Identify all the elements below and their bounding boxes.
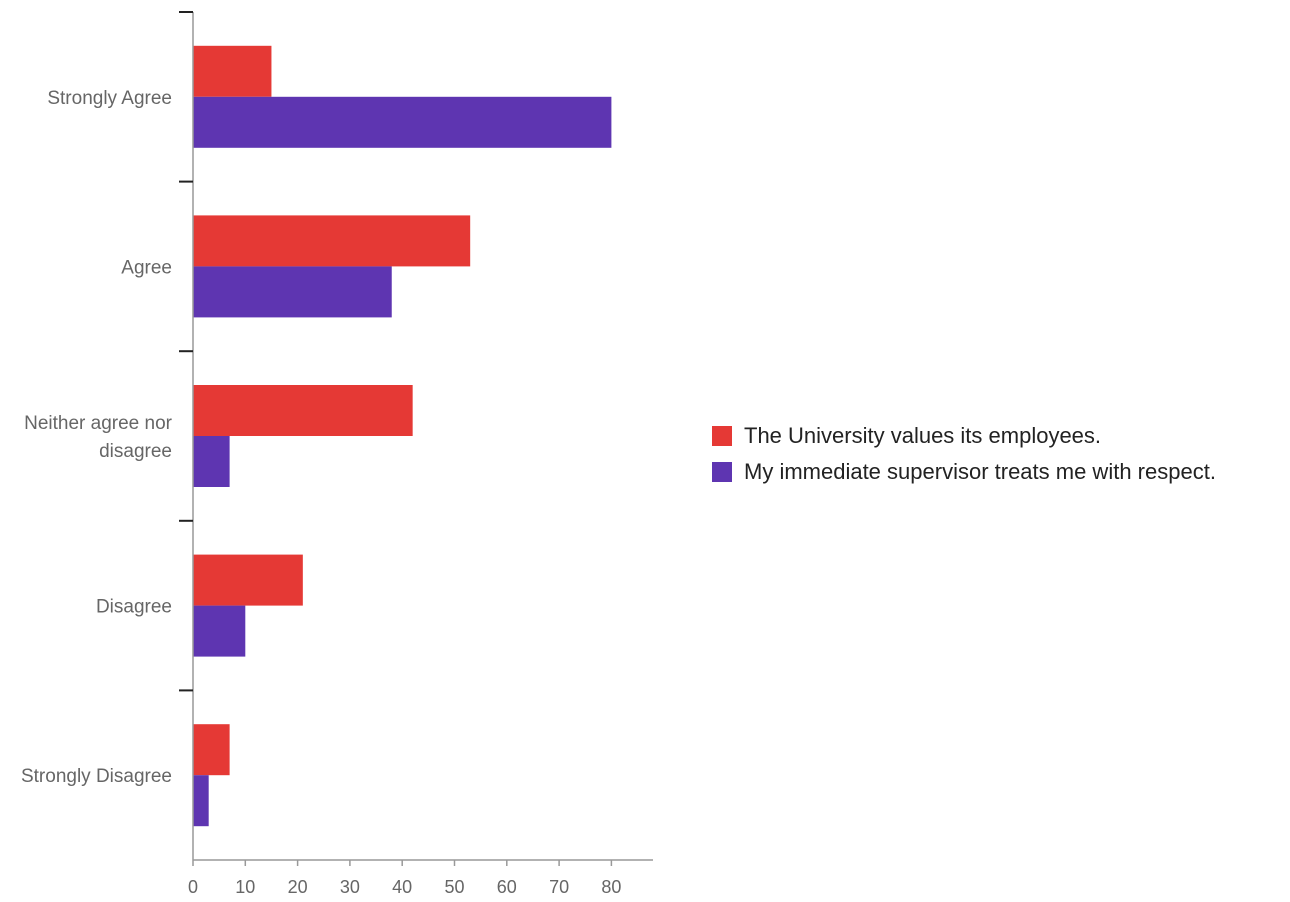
bar-0-1 [193,96,612,148]
category-label-line-0-0: Strongly Agree [47,88,172,109]
legend-item-supervisor: My immediate supervisor treats me with r… [712,454,1216,490]
legend: The University values its employees. My … [712,418,1216,490]
x-tick-label-1: 10 [235,877,255,897]
bar-4-1 [193,775,209,827]
legend-item-university: The University values its employees. [712,418,1216,454]
bar-3-0 [193,554,303,606]
x-tick-label-8: 80 [601,877,621,897]
legend-label-university: The University values its employees. [744,423,1102,448]
x-tick-label-0: 0 [188,877,198,897]
x-tick-label-4: 40 [392,877,412,897]
bar-0-0 [193,45,272,97]
category-label-1: Agree [121,257,172,278]
x-tick-label-2: 20 [288,877,308,897]
x-tick-label-6: 60 [497,877,517,897]
category-label-line-2-1: disagree [99,441,172,462]
x-tick-label-7: 70 [549,877,569,897]
legend-swatch-supervisor [712,462,732,482]
bar-2-0 [193,385,413,436]
bar-1-0 [193,215,471,267]
category-label-2: Neither agree nor disagree [24,413,173,462]
category-label-line-1-0: Agree [121,257,172,278]
category-label-line-4-0: Strongly Disagree [21,766,172,787]
legend-label-supervisor: My immediate supervisor treats me with r… [744,459,1216,484]
category-label-0: Strongly Agree [47,88,172,109]
bar-3-1 [193,605,246,657]
bar-1-1 [193,266,392,318]
x-tick-label-5: 50 [444,877,464,897]
bar-2-1 [193,436,230,487]
category-label-4: Strongly Disagree [21,766,172,787]
bar-4-0 [193,724,230,776]
x-tick-label-3: 30 [340,877,360,897]
legend-swatch-university [712,426,732,446]
category-label-line-2-0: Neither agree nor [24,413,173,434]
category-label-3: Disagree [96,597,172,618]
category-label-line-3-0: Disagree [96,597,172,618]
